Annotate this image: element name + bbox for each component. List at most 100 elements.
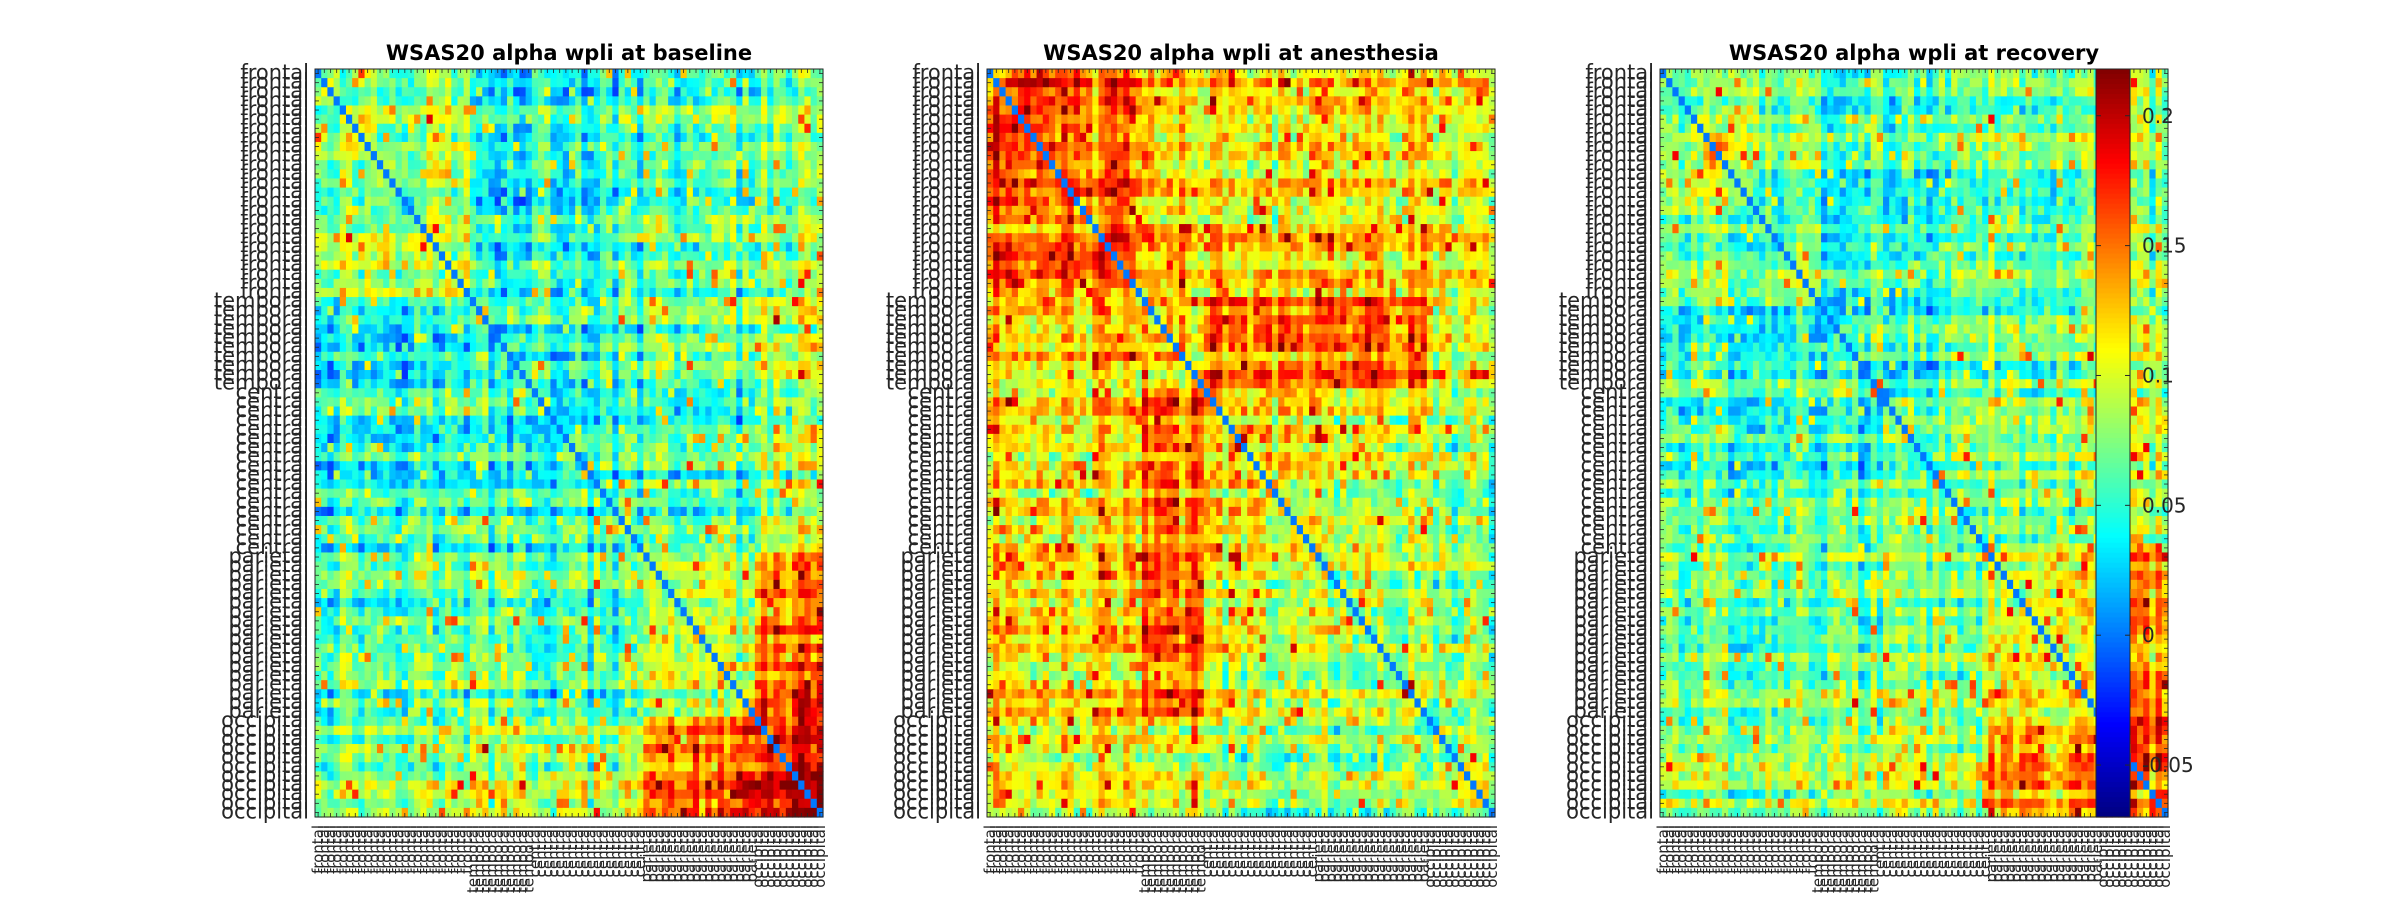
heatmap-cell <box>482 479 489 489</box>
heatmap-cell <box>550 470 557 480</box>
heatmap-cell <box>792 507 799 517</box>
heatmap-cell <box>519 133 526 143</box>
heatmap-cell <box>718 589 725 599</box>
heatmap-cell <box>736 397 743 407</box>
heatmap-cell <box>352 261 359 271</box>
heatmap-cell <box>377 105 384 115</box>
heatmap-cell <box>513 552 520 562</box>
heatmap-cell <box>705 489 712 499</box>
heatmap-cell <box>804 124 811 134</box>
heatmap-cell <box>749 288 756 298</box>
heatmap-cell <box>464 607 471 617</box>
heatmap-cell <box>625 242 632 252</box>
heatmap-cell <box>507 151 514 161</box>
heatmap-cell <box>544 115 551 125</box>
heatmap-cell <box>718 425 725 435</box>
heatmap-cell <box>377 370 384 380</box>
heatmap-cell <box>470 443 477 453</box>
heatmap-cell <box>749 87 756 97</box>
heatmap-cell <box>780 571 787 581</box>
heatmap-cell <box>327 288 334 298</box>
heatmap-cell <box>501 361 508 371</box>
heatmap-cell <box>594 498 601 508</box>
heatmap-cell <box>581 425 588 435</box>
heatmap-cell <box>705 425 712 435</box>
heatmap-cell <box>482 297 489 307</box>
heatmap-cell <box>451 197 458 207</box>
heatmap-cell <box>569 251 576 261</box>
heatmap-cell <box>668 242 675 252</box>
heatmap-cell <box>371 571 378 581</box>
heatmap-cell <box>792 324 799 334</box>
heatmap-cell <box>619 616 626 626</box>
heatmap-cell <box>321 251 328 261</box>
heatmap-cell <box>681 206 688 216</box>
heatmap-cell <box>761 133 768 143</box>
heatmap-cell <box>650 334 657 344</box>
heatmap-cell <box>507 315 514 325</box>
heatmap-cell <box>334 87 341 97</box>
heatmap-cell <box>445 188 452 198</box>
heatmap-cell <box>761 470 768 480</box>
heatmap-cell <box>513 562 520 572</box>
heatmap-cell <box>600 78 607 88</box>
heatmap-cell <box>513 251 520 261</box>
heatmap-cell <box>693 270 700 280</box>
heatmap-cell <box>767 215 774 225</box>
heatmap-cell <box>526 279 533 289</box>
heatmap-cell <box>637 516 644 526</box>
heatmap-cell <box>656 105 663 115</box>
heatmap-cell <box>427 133 434 143</box>
heatmap-cell <box>668 279 675 289</box>
heatmap-cell <box>600 525 607 535</box>
heatmap-cell <box>414 233 421 243</box>
heatmap-cell <box>538 379 545 389</box>
heatmap-cell <box>495 261 502 271</box>
heatmap-cell <box>327 379 334 389</box>
heatmap-cell <box>321 261 328 271</box>
heatmap-cell <box>755 370 762 380</box>
heatmap-cell <box>742 397 749 407</box>
heatmap-cell <box>718 78 725 88</box>
heatmap-cell <box>749 206 756 216</box>
heatmap-cell <box>773 96 780 106</box>
heatmap-cell <box>389 206 396 216</box>
heatmap-cell <box>681 169 688 179</box>
heatmap-cell <box>718 397 725 407</box>
heatmap-cell <box>402 397 409 407</box>
heatmap-cell <box>606 616 613 626</box>
heatmap-cell <box>433 279 440 289</box>
heatmap-cell <box>389 370 396 380</box>
heatmap-cell <box>674 352 681 362</box>
heatmap-cell <box>631 388 638 398</box>
heatmap-cell <box>352 479 359 489</box>
heatmap-cell <box>427 160 434 170</box>
heatmap-cell <box>668 142 675 152</box>
heatmap-cell <box>631 224 638 234</box>
heatmap-cell <box>588 206 595 216</box>
heatmap-cell <box>457 416 464 426</box>
heatmap-cell <box>742 251 749 261</box>
heatmap-cell <box>538 343 545 353</box>
heatmap-cell <box>457 552 464 562</box>
heatmap-cell <box>563 552 570 562</box>
heatmap-cell <box>352 516 359 526</box>
heatmap-cell <box>476 470 483 480</box>
heatmap-cell <box>767 498 774 508</box>
heatmap-cell <box>340 87 347 97</box>
heatmap-cell <box>612 489 619 499</box>
heatmap-cell <box>650 188 657 198</box>
heatmap-cell <box>507 370 514 380</box>
heatmap-cell <box>526 306 533 316</box>
heatmap-cell <box>433 206 440 216</box>
heatmap-cell <box>575 434 582 444</box>
heatmap-cell <box>780 315 787 325</box>
heatmap-cell <box>383 87 390 97</box>
heatmap-cell <box>637 261 644 271</box>
heatmap-cell <box>643 562 650 572</box>
heatmap-cell <box>544 352 551 362</box>
heatmap-cell <box>724 589 731 599</box>
heatmap-cell <box>674 361 681 371</box>
heatmap-cell <box>346 352 353 362</box>
heatmap-cell <box>718 461 725 471</box>
